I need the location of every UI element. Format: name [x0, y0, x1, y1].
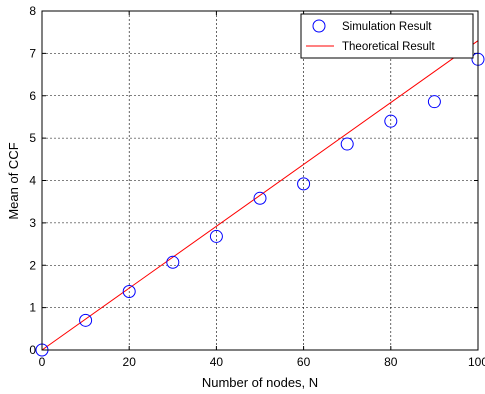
x-tick-label: 20 — [123, 355, 137, 369]
y-tick-label: 6 — [29, 89, 36, 103]
simulation-point — [340, 137, 354, 151]
y-tick-label: 8 — [29, 4, 36, 18]
y-tick-label: 4 — [29, 174, 36, 188]
y-tick-labels: 0 1 2 3 4 5 6 7 8 — [29, 4, 36, 357]
y-tick-label: 0 — [29, 343, 36, 357]
grid-lines — [42, 11, 478, 350]
y-tick-label: 3 — [29, 216, 36, 230]
legend-box — [300, 13, 474, 59]
x-tick-label: 60 — [297, 355, 311, 369]
y-axis-label: Mean of CCF — [6, 142, 21, 219]
x-tick-label: 100 — [468, 355, 485, 369]
y-tick-label: 1 — [29, 301, 36, 315]
simulation-point — [79, 313, 93, 327]
simulation-point — [209, 229, 223, 243]
x-axis-label: Number of nodes, N — [202, 375, 318, 390]
legend-label-theoretical: Theoretical Result — [342, 41, 435, 53]
simulation-point — [427, 95, 441, 109]
x-tick-label: 40 — [210, 355, 224, 369]
legend-label-simulation: Simulation Result — [342, 21, 432, 33]
x-tick-label: 0 — [39, 355, 46, 369]
x-tick-label: 80 — [384, 355, 398, 369]
y-tick-label: 5 — [29, 131, 36, 145]
simulation-point — [166, 255, 180, 269]
legend-marker-simulation — [312, 19, 326, 33]
y-tick-label: 7 — [29, 46, 36, 60]
plot-frame — [41, 10, 479, 351]
simulation-point — [297, 177, 311, 191]
simulation-point — [384, 114, 398, 128]
legend: Simulation Result Theoretical Result — [300, 13, 474, 59]
y-tick-label: 2 — [29, 258, 36, 272]
simulation-point — [122, 285, 136, 299]
x-tick-labels: 0 20 40 60 80 100 — [39, 355, 485, 369]
theoretical-line — [41, 40, 479, 351]
theoretical-series — [41, 40, 479, 351]
simulation-point — [253, 191, 267, 205]
